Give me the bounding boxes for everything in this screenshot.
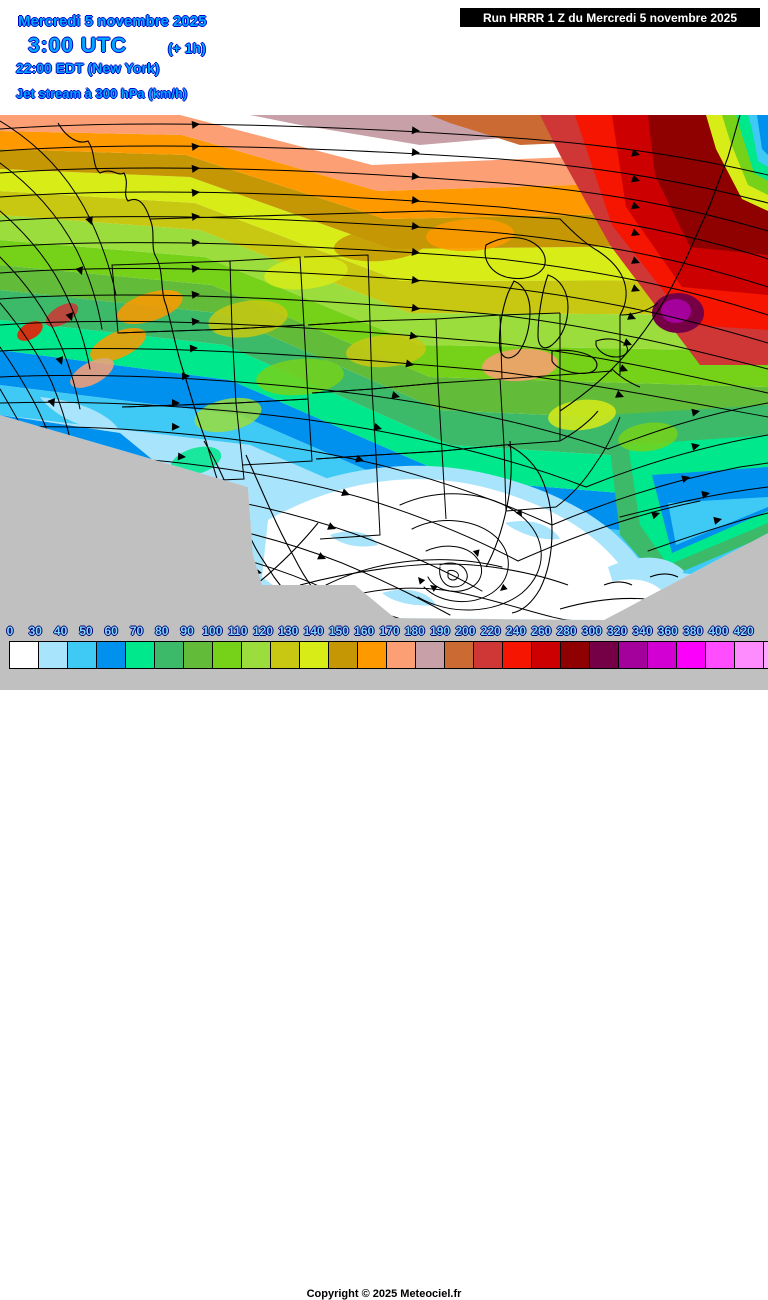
legend-tick-label: 190 xyxy=(430,624,451,638)
legend-swatch xyxy=(590,642,619,668)
legend-tick-label: 160 xyxy=(354,624,375,638)
legend-tick-label: 60 xyxy=(104,624,118,638)
copyright-label: Copyright © 2025 Meteociel.fr xyxy=(306,1288,462,1300)
color-scale-bar xyxy=(9,641,768,669)
weather-map[interactable] xyxy=(0,115,768,620)
legend-swatch xyxy=(677,642,706,668)
legend-swatch xyxy=(387,642,416,668)
legend-swatch xyxy=(184,642,213,668)
parameter-label: Jet stream à 300 hPa (km/h) xyxy=(16,86,188,101)
legend-swatch xyxy=(39,642,68,668)
header-panel: Mercredi 5 novembre 2025 3:00 UTC (+ 1h)… xyxy=(0,0,768,115)
legend-swatch xyxy=(619,642,648,668)
legend-tick-label: 100 xyxy=(202,624,223,638)
legend-tick-label: 80 xyxy=(155,624,169,638)
legend-tick-label: 180 xyxy=(404,624,425,638)
legend-tick-label: 240 xyxy=(505,624,527,638)
legend-swatch xyxy=(764,642,768,668)
forecast-date-label: Mercredi 5 novembre 2025 xyxy=(18,13,207,30)
legend-tick-label: 220 xyxy=(480,624,501,638)
legend-tick-label: 110 xyxy=(228,624,248,638)
legend-tick-label: 0 xyxy=(6,624,14,638)
model-run-label: Run HRRR 1 Z du Mercredi 5 novembre 2025 xyxy=(482,10,738,25)
color-scale-labels: 0 30 40 50 60 70 80 90 100 110 120 130 140 150 160 170 1… xyxy=(0,624,768,640)
legend-swatch xyxy=(329,642,358,668)
legend-tick-label: 70 xyxy=(129,624,144,638)
legend-tick-label: 280 xyxy=(556,624,577,638)
legend-tick-label: 200 xyxy=(455,624,476,638)
legend-swatch xyxy=(126,642,155,668)
legend-tick-label: 150 xyxy=(328,624,349,638)
legend-tick-label: 300 xyxy=(581,624,602,638)
legend-tick-label: 30 xyxy=(28,624,42,638)
jet-stream-map-svg xyxy=(0,115,768,620)
legend-tick-label: 360 xyxy=(657,624,678,638)
legend-tick-label: 320 xyxy=(607,624,628,638)
legend-swatch xyxy=(271,642,300,668)
legend-swatch xyxy=(155,642,184,668)
forecast-local-time-label: 22:00 EDT (New York) xyxy=(16,60,160,76)
legend-swatch xyxy=(561,642,590,668)
legend-swatch xyxy=(300,642,329,668)
legend-tick-label: 170 xyxy=(379,624,400,638)
legend-swatch xyxy=(358,642,387,668)
legend-tick-label: 340 xyxy=(632,624,653,638)
legend-swatch xyxy=(213,642,242,668)
color-scale-legend: 0 30 40 50 60 70 80 90 100 110 120 130 140 150 160 170 1… xyxy=(0,620,768,1300)
legend-swatch xyxy=(532,642,561,668)
forecast-offset-label: (+ 1h) xyxy=(168,40,206,56)
legend-swatch xyxy=(735,642,764,668)
legend-tick-label: 380 xyxy=(683,624,704,638)
legend-swatch xyxy=(97,642,126,668)
legend-swatch xyxy=(10,642,39,668)
legend-tick-label: 260 xyxy=(531,624,552,638)
legend-tick-label: 120 xyxy=(252,624,274,638)
legend-tick-label: 400 xyxy=(708,624,729,638)
streamlines xyxy=(0,120,768,620)
legend-swatch xyxy=(445,642,474,668)
model-run-bar: Run HRRR 1 Z du Mercredi 5 novembre 2025 xyxy=(460,8,760,27)
legend-swatch xyxy=(474,642,503,668)
legend-tick-label: 420 xyxy=(733,624,754,638)
legend-tick-label: 40 xyxy=(53,624,68,638)
legend-swatch xyxy=(416,642,445,668)
legend-tick-label: 140 xyxy=(303,624,324,638)
legend-swatch xyxy=(648,642,677,668)
legend-tick-label: 90 xyxy=(180,624,194,638)
legend-swatch xyxy=(242,642,271,668)
legend-swatch xyxy=(68,642,97,668)
forecast-utc-time-label: 3:00 UTC xyxy=(28,34,128,57)
legend-tick-label: 130 xyxy=(278,624,299,638)
legend-tick-label: 50 xyxy=(79,624,93,638)
map-field-layer xyxy=(0,115,768,620)
legend-swatch xyxy=(503,642,532,668)
legend-swatch xyxy=(706,642,735,668)
